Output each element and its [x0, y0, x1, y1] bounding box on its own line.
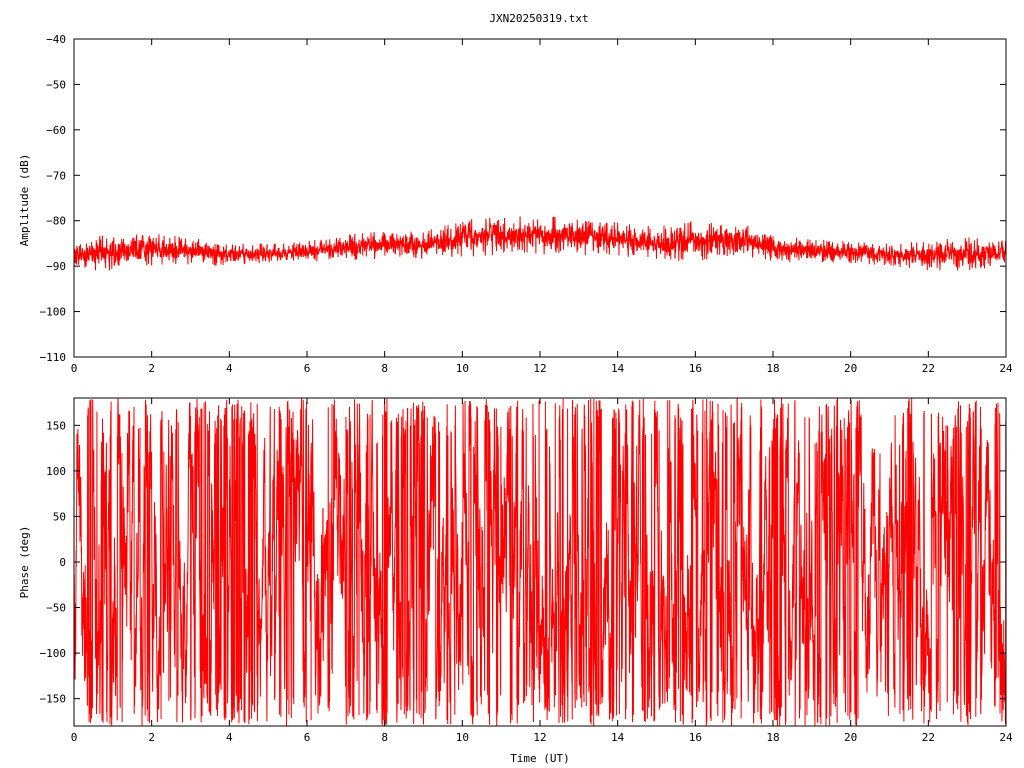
amplitude-x-tick-label: 4: [226, 362, 233, 375]
phase-x-tick-label: 6: [304, 731, 311, 744]
phase-y-tick-label: −50: [46, 602, 66, 615]
phase-axis-label: Phase (deg): [18, 526, 31, 599]
phase-line: [73, 397, 1007, 726]
phase-x-tick-label: 16: [689, 731, 702, 744]
amplitude-panel: Amplitude (dB) 0 2 4 6 8 10 12 14 16 18 20 22 24−40−…: [18, 33, 1013, 375]
phase-plot-frame: [73, 397, 1007, 727]
amplitude-x-tick-label: 16: [689, 362, 702, 375]
phase-y-tick-label: −100: [40, 647, 67, 660]
phase-x-tick-label: 0: [71, 731, 78, 744]
amplitude-x-tick-label: 6: [304, 362, 311, 375]
amplitude-series: [73, 216, 1007, 271]
phase-x-tick-label: 10: [456, 731, 469, 744]
phase-series: [73, 397, 1007, 726]
amplitude-y-tick-label: −110: [40, 351, 67, 364]
phase-x-tick-label: 2: [148, 731, 155, 744]
phase-panel: Phase (deg) 0 2 4 6 8 10 12 14 16 18 20 22 241501005…: [18, 397, 1013, 765]
amplitude-y-tick-label: −90: [46, 260, 66, 273]
time-axis-label: Time (UT): [510, 752, 570, 765]
amplitude-x-tick-label: 24: [999, 362, 1013, 375]
amplitude-x-tick-label: 10: [456, 362, 469, 375]
amplitude-x-tick-label: 20: [844, 362, 857, 375]
phase-x-tick-label: 18: [766, 731, 779, 744]
amplitude-y-tick-label: −50: [46, 78, 66, 91]
amplitude-y-tick-label: −80: [46, 215, 66, 228]
phase-y-tick-label: 100: [46, 465, 66, 478]
amplitude-x-tick-label: 0: [71, 362, 78, 375]
amplitude-x-tick-label: 14: [611, 362, 625, 375]
chart-title: JXN20250319.txt: [489, 12, 588, 25]
phase-x-tick-label: 20: [844, 731, 857, 744]
phase-y-tick-label: 150: [46, 419, 66, 432]
phase-x-tick-label: 4: [226, 731, 233, 744]
amplitude-x-tick-label: 22: [922, 362, 935, 375]
phase-x-tick-label: 14: [611, 731, 625, 744]
amplitude-y-tick-label: −100: [40, 306, 67, 319]
amplitude-y-tick-label: −60: [46, 124, 66, 137]
phase-axis-ticks: 0 2 4 6 8 10 12 14 16 18 20 22 24150100500−50−100−15…: [40, 398, 1013, 744]
amplitude-line: [73, 216, 1007, 271]
amplitude-plot-frame: [73, 38, 1007, 358]
phase-y-tick-label: 0: [59, 556, 66, 569]
amplitude-axis-label: Amplitude (dB): [18, 154, 31, 247]
phase-x-tick-label: 22: [922, 731, 935, 744]
phase-y-tick-label: 50: [53, 510, 66, 523]
amplitude-x-tick-label: 8: [381, 362, 388, 375]
amplitude-x-tick-label: 2: [148, 362, 155, 375]
amplitude-axis-ticks: 0 2 4 6 8 10 12 14 16 18 20 22 24−40−50−60−70−80−90−…: [40, 33, 1013, 375]
phase-x-tick-label: 8: [381, 731, 388, 744]
amplitude-x-tick-label: 12: [533, 362, 546, 375]
phase-x-tick-label: 24: [999, 731, 1013, 744]
amplitude-y-tick-label: −40: [46, 33, 66, 46]
amplitude-x-tick-label: 18: [766, 362, 779, 375]
phase-x-tick-label: 12: [533, 731, 546, 744]
amplitude-y-tick-label: −70: [46, 169, 66, 182]
phase-y-tick-label: −150: [40, 693, 67, 706]
